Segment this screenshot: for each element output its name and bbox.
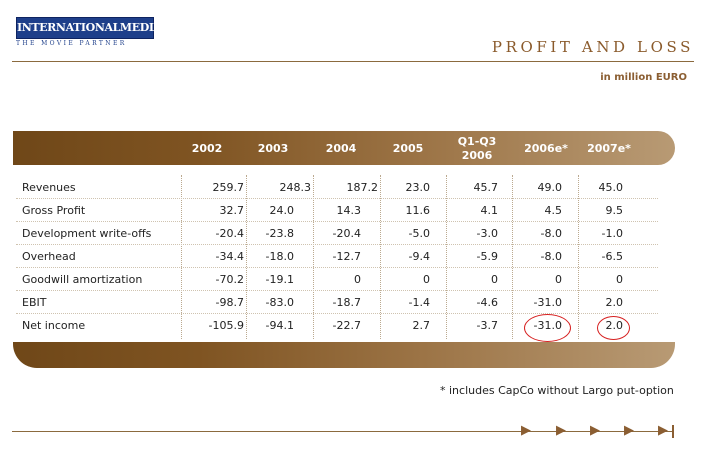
- column-divider: [246, 175, 247, 339]
- nav-last-arrow-icon[interactable]: ▶: [658, 423, 668, 438]
- column-header-2005: 2005: [392, 141, 424, 155]
- column-header-q1q3-line1: Q1-Q3: [457, 134, 497, 148]
- table-cell: 0: [616, 273, 623, 286]
- row-divider: [16, 267, 658, 268]
- table-cell: -98.7: [215, 296, 244, 309]
- column-header-2003: 2003: [257, 141, 289, 155]
- nav-end-bar-icon[interactable]: [672, 425, 674, 438]
- column-divider: [380, 175, 381, 339]
- table-cell: 0: [423, 273, 430, 286]
- table-cell: -5.9: [476, 250, 498, 263]
- table-cell: -23.8: [265, 227, 294, 240]
- column-divider: [446, 175, 447, 339]
- table-cell: 0: [491, 273, 498, 286]
- table-cell: 23.0: [405, 181, 431, 194]
- table-cell: -20.4: [215, 227, 244, 240]
- table-cell: -31.0: [533, 296, 562, 309]
- nav-arrow-icon[interactable]: ▶: [556, 423, 566, 438]
- row-label-development-write-offs: Development write-offs: [22, 227, 152, 240]
- table-cell: 14.3: [336, 204, 362, 217]
- table-cell: -18.0: [265, 250, 294, 263]
- table-cell: -83.0: [265, 296, 294, 309]
- table-cell: -105.9: [208, 319, 244, 332]
- column-header-2002: 2002: [191, 141, 223, 155]
- table-cell: -3.0: [476, 227, 498, 240]
- table-cell: -20.4: [332, 227, 361, 240]
- table-cell: -5.0: [408, 227, 430, 240]
- column-header-q1q3-line2: 2006: [461, 148, 493, 162]
- table-cell: -8.0: [540, 227, 562, 240]
- table-cell: 4.1: [480, 204, 499, 217]
- row-label-gross-profit: Gross Profit: [22, 204, 86, 217]
- row-divider: [16, 221, 658, 222]
- table-cell: -9.4: [408, 250, 430, 263]
- table-cell: 4.5: [544, 204, 563, 217]
- table-cell: -4.6: [476, 296, 498, 309]
- table-header-band: [13, 131, 675, 165]
- row-divider: [16, 198, 658, 199]
- table-cell: 259.7: [212, 181, 245, 194]
- nav-arrow-icon[interactable]: ▶: [521, 423, 531, 438]
- table-cell: 2.7: [412, 319, 431, 332]
- table-cell: 11.6: [405, 204, 431, 217]
- table-cell: -19.1: [265, 273, 294, 286]
- column-header-2006e: 2006e*: [524, 141, 568, 155]
- table-cell: -70.2: [215, 273, 244, 286]
- footnote: * includes CapCo without Largo put-optio…: [440, 384, 674, 397]
- table-cell: 24.0: [269, 204, 295, 217]
- table-cell: 0: [354, 273, 361, 286]
- footer-divider: [12, 431, 672, 432]
- logo-tagline: THE MOVIE PARTNER: [16, 40, 127, 47]
- table-cell: -3.7: [476, 319, 498, 332]
- table-cell: -22.7: [332, 319, 361, 332]
- table-footer-band: [13, 342, 675, 368]
- column-header-2004: 2004: [325, 141, 357, 155]
- highlight-circle-2007e: [597, 316, 630, 340]
- column-header-2007e: 2007e*: [587, 141, 631, 155]
- row-label-ebit: EBIT: [22, 296, 47, 309]
- table-cell: -1.4: [408, 296, 430, 309]
- row-divider: [16, 244, 658, 245]
- page-title: PROFIT AND LOSS: [491, 38, 694, 56]
- column-divider: [512, 175, 513, 339]
- table-cell: -18.7: [332, 296, 361, 309]
- nav-arrow-icon[interactable]: ▶: [624, 423, 634, 438]
- table-cell: -12.7: [332, 250, 361, 263]
- row-label-overhead: Overhead: [22, 250, 76, 263]
- table-cell: 49.0: [537, 181, 563, 194]
- table-cell: -8.0: [540, 250, 562, 263]
- row-divider: [16, 290, 658, 291]
- row-label-net-income: Net income: [22, 319, 86, 332]
- column-divider: [313, 175, 314, 339]
- table-cell: -1.0: [601, 227, 623, 240]
- table-cell: 45.7: [473, 181, 499, 194]
- table-cell: 9.5: [605, 204, 624, 217]
- row-divider: [16, 313, 658, 314]
- table-cell: -6.5: [601, 250, 623, 263]
- unit-label: in million EURO: [600, 72, 687, 83]
- column-divider: [181, 175, 182, 339]
- table-cell: 248.3: [279, 181, 312, 194]
- table-cell: 2.0: [605, 296, 624, 309]
- nav-arrow-icon[interactable]: ▶: [590, 423, 600, 438]
- table-cell: -34.4: [215, 250, 244, 263]
- row-label-goodwill-amortization: Goodwill amortization: [22, 273, 143, 286]
- logo-wordmark: INTERNATIONALMEDIA: [16, 17, 162, 39]
- row-label-revenues: Revenues: [22, 181, 76, 194]
- highlight-circle-2006e: [524, 314, 571, 342]
- table-cell: 0: [555, 273, 562, 286]
- table-cell: 45.0: [598, 181, 624, 194]
- column-divider: [578, 175, 579, 339]
- title-divider: [12, 61, 694, 62]
- table-cell: 187.2: [346, 181, 379, 194]
- table-cell: -94.1: [265, 319, 294, 332]
- company-logo: INTERNATIONALMEDIA THE MOVIE PARTNER: [16, 17, 162, 49]
- column-header-q1q3-2006: Q1-Q3 2006: [451, 131, 503, 165]
- table-cell: 32.7: [219, 204, 245, 217]
